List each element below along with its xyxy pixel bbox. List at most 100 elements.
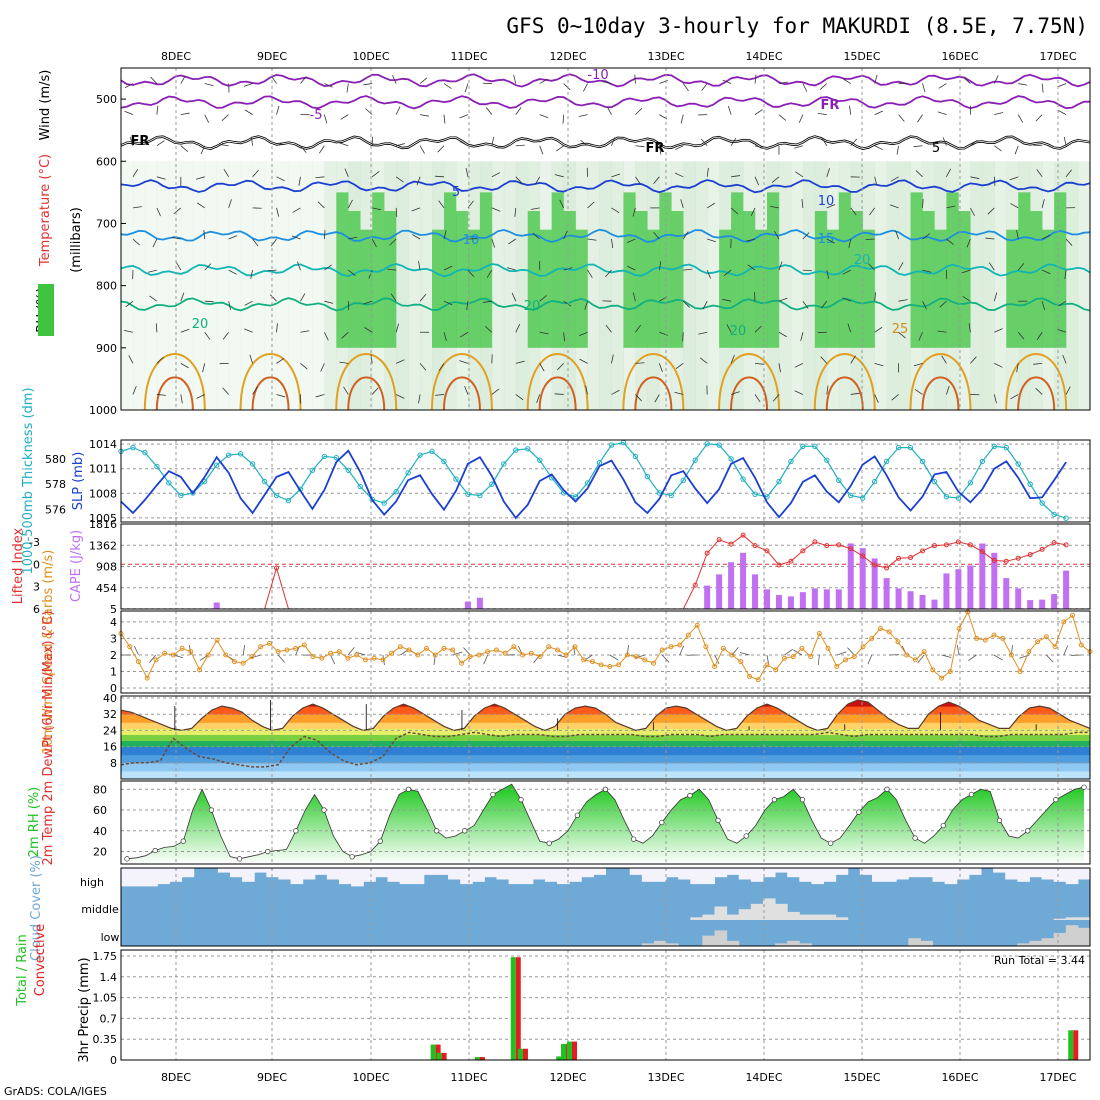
wind-speed-point bbox=[607, 664, 613, 670]
temp-frame bbox=[120, 695, 1091, 780]
cloud-middle-bar bbox=[702, 914, 716, 920]
cloud-high-clear bbox=[157, 868, 170, 885]
cape-bar bbox=[787, 596, 794, 609]
wind-barb bbox=[244, 300, 253, 306]
rh-shading bbox=[886, 161, 900, 410]
precip-axis-label: 3hr Precip (mm) bbox=[77, 957, 92, 1062]
rh-moist-shading bbox=[539, 229, 553, 348]
lifted-index-point bbox=[931, 543, 937, 549]
lifted-index-point bbox=[788, 558, 794, 564]
wind-tick-label: 0 bbox=[110, 682, 117, 695]
wind-speed-point bbox=[231, 659, 237, 665]
isotherm-line bbox=[120, 136, 1091, 150]
rh-shading bbox=[898, 161, 912, 410]
pressure-tick-label: 1000 bbox=[89, 404, 117, 417]
wind-barb bbox=[1035, 387, 1043, 395]
wind-barb bbox=[842, 269, 851, 275]
wind-speed-point bbox=[886, 629, 892, 635]
wind-barb bbox=[1014, 145, 1019, 155]
cloud-high-clear bbox=[1065, 868, 1079, 885]
cloud-high-clear bbox=[702, 868, 716, 885]
wind-barb bbox=[491, 388, 500, 395]
cloud-high-clear bbox=[230, 868, 243, 878]
top-date-label: 8DEC bbox=[161, 50, 191, 63]
wind-barb bbox=[874, 176, 878, 186]
wind-barb bbox=[585, 385, 588, 395]
wind-barb bbox=[324, 83, 333, 88]
wind-barb bbox=[587, 269, 593, 278]
rh-moist-shading bbox=[826, 229, 840, 348]
wind-barb bbox=[419, 363, 427, 371]
wind-barb bbox=[452, 651, 463, 656]
isotherm-line bbox=[120, 73, 1091, 88]
wind-barb bbox=[323, 114, 328, 124]
lifted-index-point bbox=[991, 558, 997, 564]
wind-barb bbox=[746, 238, 756, 242]
lifted-index-tick-label: 6 bbox=[33, 603, 40, 616]
wind-speed-point bbox=[616, 662, 622, 668]
cloud-high-clear bbox=[387, 868, 401, 882]
wind-barb bbox=[242, 645, 245, 656]
wind-speed-point bbox=[389, 650, 395, 656]
thickness-point bbox=[776, 478, 782, 485]
rh-moist-shading bbox=[1018, 192, 1031, 348]
wind-speed-point bbox=[982, 637, 988, 643]
wind-barb bbox=[679, 645, 684, 656]
bottom-date-label: 8DEC bbox=[161, 1071, 191, 1084]
wind-barb bbox=[917, 654, 925, 664]
wind-speed-point bbox=[380, 657, 386, 663]
rh-shading bbox=[491, 161, 505, 410]
thickness-point bbox=[716, 442, 722, 448]
thickness-point bbox=[848, 492, 854, 499]
wind-barb bbox=[1041, 199, 1045, 209]
wind-barb bbox=[180, 112, 190, 116]
lifted-index-tick-label: -3 bbox=[29, 536, 40, 549]
thickness-point bbox=[249, 461, 256, 467]
wind-barb bbox=[731, 175, 741, 178]
cape-tick-label: 908 bbox=[96, 561, 117, 574]
wind-speed-point bbox=[974, 635, 980, 641]
wind-barb bbox=[204, 83, 214, 87]
wind-barb bbox=[890, 176, 899, 182]
precip-total-bar bbox=[567, 1041, 573, 1060]
cape-bar bbox=[740, 552, 747, 609]
thickness-point bbox=[824, 457, 830, 463]
wind-barb bbox=[784, 649, 793, 656]
xsec-frame bbox=[120, 67, 1091, 411]
wind-speed-point bbox=[904, 652, 910, 658]
cape-bar bbox=[979, 543, 986, 609]
cloud-high-clear bbox=[121, 868, 134, 887]
contour-label: 10 bbox=[463, 233, 480, 248]
rh-moist-shading bbox=[755, 229, 768, 348]
lifted-index-point bbox=[896, 555, 902, 561]
wind-barb bbox=[341, 331, 349, 339]
wind-barb bbox=[463, 647, 471, 656]
rh-moist-shading bbox=[922, 211, 935, 348]
thickness-point bbox=[979, 458, 986, 465]
wind-barb bbox=[339, 361, 349, 364]
wind-barb bbox=[534, 176, 541, 185]
wind-speed-point bbox=[930, 667, 936, 673]
rh-shading bbox=[288, 161, 301, 410]
wind-barb bbox=[195, 176, 205, 180]
wind-speed-point bbox=[310, 654, 316, 660]
rh-moist-shading bbox=[348, 211, 361, 348]
wind-barb bbox=[994, 328, 1003, 333]
cloud-middle-bar bbox=[1053, 918, 1067, 920]
cloud-high-clear bbox=[593, 868, 606, 875]
temp-tick-label: 8 bbox=[110, 757, 117, 770]
thickness-point bbox=[345, 467, 351, 473]
thickness-point bbox=[489, 481, 495, 487]
wind-barb bbox=[365, 108, 373, 115]
cloud-high-clear bbox=[1053, 868, 1067, 882]
temp-color-band bbox=[121, 740, 1090, 748]
wind-barb bbox=[347, 199, 353, 209]
bottom-date-label: 16DEC bbox=[941, 1071, 978, 1084]
wind-speed-point bbox=[345, 655, 351, 661]
wind-barb bbox=[836, 651, 847, 656]
contour-label: -10 bbox=[587, 68, 608, 83]
wind-speed-point bbox=[275, 649, 281, 655]
slp-line bbox=[120, 449, 1067, 520]
wind-barb bbox=[922, 83, 926, 93]
cloud-high-clear bbox=[726, 868, 740, 875]
